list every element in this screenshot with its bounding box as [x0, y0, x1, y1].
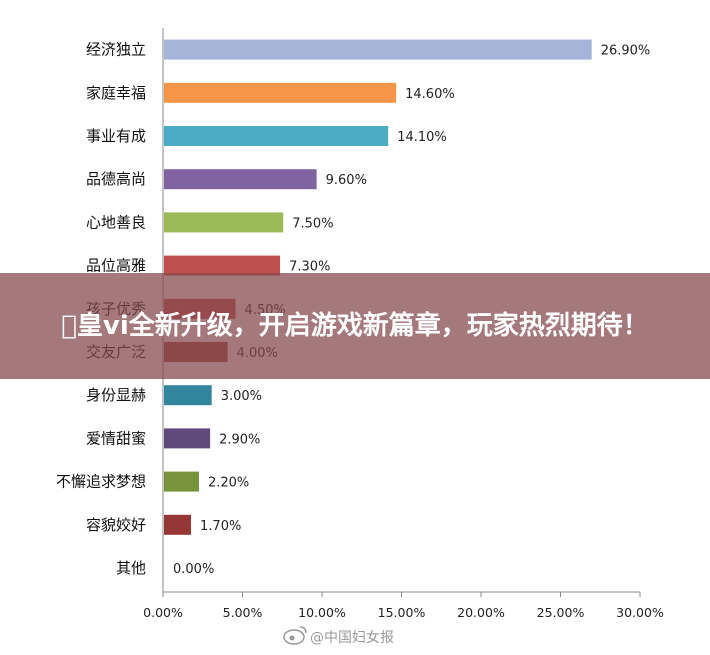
bar [164, 82, 397, 103]
x-tick-label: 5.00% [223, 605, 263, 620]
value-label: 14.60% [405, 87, 455, 102]
bar [164, 212, 284, 233]
category-label: 事业有成 [86, 127, 146, 145]
value-label: 2.20% [208, 476, 249, 491]
bar [164, 255, 281, 276]
bar [164, 385, 212, 406]
category-label: 不懈追求梦想 [56, 473, 146, 491]
value-label: 7.30% [289, 260, 330, 275]
bar [164, 126, 389, 146]
bar [164, 428, 211, 449]
category-label: 其他 [116, 559, 146, 577]
value-label: 26.90% [601, 44, 651, 59]
bar [164, 169, 317, 190]
category-label: 爱情甜蜜 [86, 429, 146, 447]
category-label: 心地善良 [86, 213, 146, 231]
watermark-text: @中国妇女报 [310, 629, 394, 646]
category-label: 品德高尚 [86, 170, 146, 188]
x-tick-label: 25.00% [537, 605, 585, 620]
headline-banner:  皇vi全新升级，开启游戏新篇章，玩家热烈期待！ [0, 273, 710, 379]
value-label: 7.50% [292, 216, 333, 231]
category-label: 家庭幸福 [86, 84, 146, 102]
watermark: @中国妇女报 [283, 626, 394, 646]
value-label: 14.10% [397, 130, 447, 145]
headline-title:  皇vi全新升级，开启游戏新篇章，玩家热烈期待！ [61, 311, 649, 341]
weibo-icon [283, 626, 307, 645]
bar [164, 514, 192, 535]
category-label: 容貌姣好 [86, 516, 146, 534]
x-tick-label: 15.00% [378, 605, 426, 620]
category-label: 品位高雅 [86, 257, 146, 275]
value-label: 2.90% [219, 432, 260, 447]
x-axis-ticks: 0.00% 5.00% 10.00% 15.00% 20.00% 25.00% 30.00% [143, 592, 664, 620]
value-label: 9.60% [326, 173, 367, 188]
bar [164, 471, 199, 492]
value-label: 1.70% [200, 519, 241, 534]
x-tick-label: 20.00% [457, 605, 505, 620]
x-tick-label: 10.00% [298, 605, 346, 620]
x-tick-label: 30.00% [616, 605, 664, 620]
category-label: 经济独立 [86, 41, 146, 59]
x-tick-label: 0.00% [143, 605, 183, 620]
bar [164, 39, 592, 60]
value-label: 3.00% [221, 389, 262, 404]
category-label: 身份显赫 [86, 386, 146, 404]
value-label: 0.00% [173, 562, 214, 577]
value-labels: 26.90%14.60%14.10%9.60%7.50%7.30%4.50%4.… [173, 44, 650, 577]
